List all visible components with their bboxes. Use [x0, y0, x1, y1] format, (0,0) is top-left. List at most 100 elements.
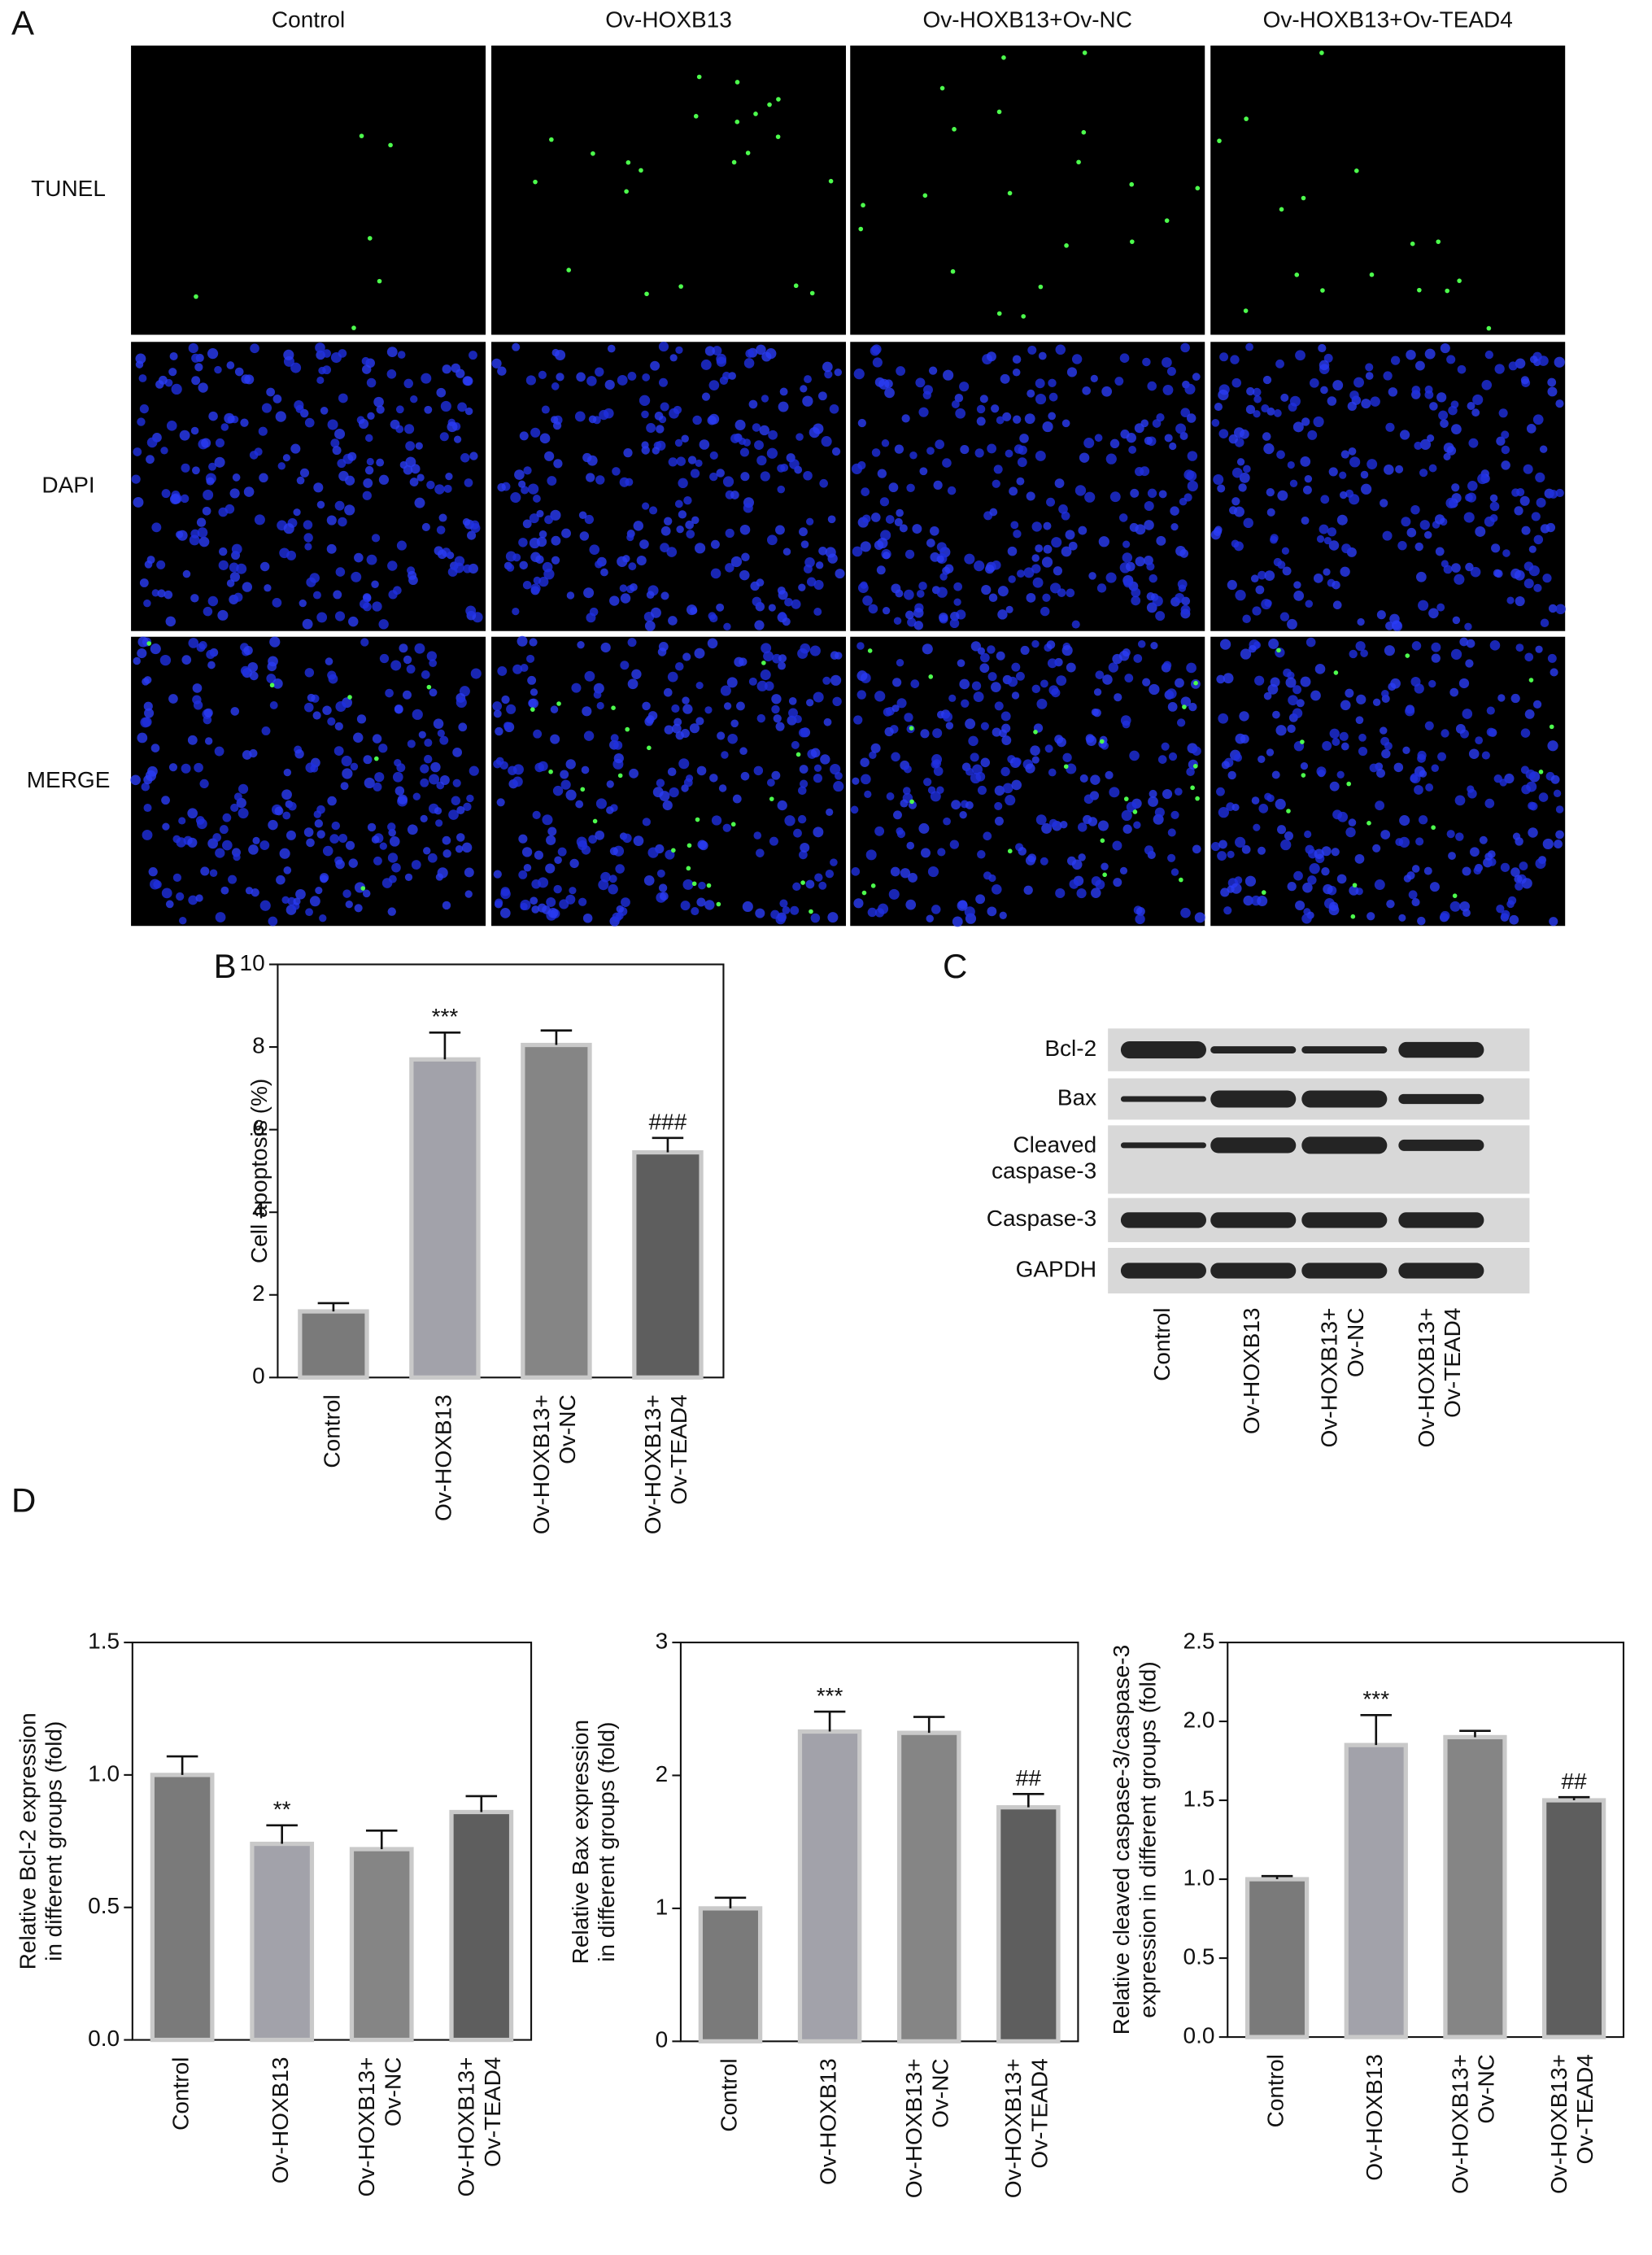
nucleus	[623, 447, 633, 458]
nucleus	[790, 905, 800, 915]
tunel-cell	[1193, 680, 1198, 686]
nucleus	[423, 754, 433, 764]
lane-label: Control	[1149, 1308, 1175, 1381]
nucleus	[600, 642, 611, 653]
nucleus	[1425, 783, 1434, 792]
nucleus	[716, 603, 725, 612]
nucleus	[950, 611, 960, 622]
nucleus	[248, 844, 259, 855]
nucleus	[1287, 724, 1296, 734]
nucleus	[158, 375, 168, 385]
nucleus	[916, 590, 925, 598]
nucleus	[704, 706, 713, 714]
nucleus	[830, 674, 842, 686]
nucleus	[244, 374, 255, 385]
nucleus	[1065, 530, 1075, 540]
nucleus	[954, 393, 964, 403]
nucleus	[226, 361, 235, 369]
nucleus	[138, 374, 147, 382]
nucleus	[691, 516, 700, 525]
nucleus	[254, 514, 265, 526]
nucleus	[1428, 608, 1439, 619]
nucleus	[557, 847, 567, 857]
nucleus	[296, 476, 305, 485]
nucleus	[1523, 464, 1533, 474]
nucleus	[512, 607, 520, 616]
nucleus	[338, 393, 348, 403]
nucleus	[1093, 688, 1102, 696]
nucleus	[240, 665, 251, 676]
nucleus	[1122, 552, 1133, 563]
nucleus	[1170, 868, 1179, 876]
nucleus	[435, 819, 443, 827]
nucleus	[753, 765, 764, 776]
nucleus	[813, 764, 822, 772]
nucleus	[1216, 674, 1226, 684]
nucleus	[334, 428, 346, 439]
nucleus	[1445, 497, 1457, 508]
significance-label: ##	[1016, 1765, 1042, 1790]
micrograph	[1210, 636, 1566, 927]
nucleus	[642, 502, 650, 510]
nucleus	[957, 659, 965, 667]
nucleus	[1186, 413, 1197, 423]
nucleus	[1015, 671, 1025, 681]
nucleus	[1502, 549, 1510, 557]
nucleus	[1366, 912, 1375, 921]
nucleus	[1230, 355, 1240, 364]
nucleus	[1281, 547, 1290, 555]
nucleus	[1042, 593, 1051, 602]
nucleus	[606, 780, 614, 788]
nucleus	[813, 423, 824, 434]
nucleus	[420, 764, 429, 774]
nucleus	[1005, 795, 1016, 806]
band	[1120, 1263, 1206, 1279]
nucleus	[860, 581, 868, 589]
nucleus	[595, 560, 603, 569]
nucleus	[689, 723, 700, 734]
nucleus	[1293, 870, 1303, 881]
nucleus	[608, 883, 618, 895]
nucleus	[697, 840, 707, 849]
nucleus	[379, 842, 387, 850]
nucleus	[775, 914, 786, 925]
nucleus	[342, 889, 351, 898]
tunel-cell	[858, 226, 864, 232]
nucleus	[429, 774, 440, 785]
nucleus	[1162, 357, 1172, 368]
nucleus	[1071, 620, 1080, 629]
nucleus	[1431, 764, 1439, 772]
tunel-cell	[533, 179, 538, 185]
nucleus	[769, 836, 778, 846]
y-tick-label: 1.0	[1183, 1865, 1215, 1890]
nucleus	[365, 434, 373, 443]
nucleus	[627, 638, 637, 648]
nucleus	[348, 616, 359, 627]
tunel-cell	[347, 695, 352, 700]
row-label: TUNEL	[31, 176, 106, 201]
nucleus	[826, 808, 834, 816]
nucleus	[534, 850, 543, 860]
nucleus	[1122, 540, 1131, 548]
nucleus	[1320, 386, 1328, 395]
nucleus	[805, 879, 815, 889]
band	[1210, 1137, 1297, 1154]
nucleus	[1336, 514, 1348, 526]
nucleus	[901, 414, 910, 423]
nucleus	[1431, 642, 1441, 652]
nucleus	[1302, 882, 1313, 893]
nucleus	[1036, 698, 1048, 709]
nucleus	[867, 907, 878, 918]
nucleus	[518, 538, 528, 547]
nucleus	[362, 889, 371, 898]
nucleus	[1175, 423, 1187, 434]
nucleus	[457, 402, 467, 412]
bar	[521, 1042, 592, 1380]
nucleus	[539, 433, 551, 444]
nucleus	[1524, 652, 1534, 662]
nucleus	[739, 747, 748, 756]
nucleus	[913, 608, 924, 618]
nucleus	[1542, 574, 1552, 583]
nucleus	[827, 553, 838, 564]
nucleus	[404, 873, 413, 881]
